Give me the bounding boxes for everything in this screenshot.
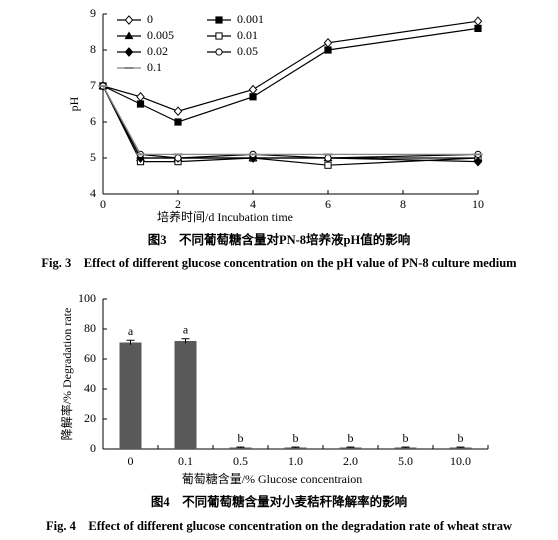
y-tick-label: 100 [78, 291, 96, 305]
significance-label: a [128, 324, 134, 338]
y-tick-label: 20 [84, 411, 96, 425]
bar [284, 447, 307, 449]
legend-label: 0.02 [147, 44, 168, 58]
legend-marker [124, 31, 134, 40]
line [102, 85, 479, 166]
marker [323, 37, 333, 48]
y-tick-label: 7 [90, 78, 96, 92]
line [102, 85, 479, 159]
y-tick-label: 5 [90, 150, 96, 164]
y-tick-label: 40 [84, 381, 96, 395]
bar [174, 341, 197, 449]
legend-label: 0.01 [237, 28, 258, 42]
line [102, 20, 479, 112]
x-tick-label: 10 [472, 197, 484, 211]
y-axis-label: pH [67, 96, 81, 111]
bar [229, 447, 252, 449]
x-tick-label: 5.0 [398, 454, 413, 468]
marker [473, 16, 483, 27]
marker [136, 100, 145, 108]
significance-label: a [183, 323, 189, 337]
y-axis-label: 降解率/% Degradation rate [59, 308, 74, 441]
line [102, 85, 478, 155]
y-tick-label: 6 [90, 114, 96, 128]
bar [119, 342, 142, 449]
legend-marker [215, 32, 223, 40]
bar [394, 447, 417, 449]
x-tick-label: 0.5 [233, 454, 248, 468]
caption: 图4 不同葡萄糖含量对小麦秸秆降解率的影响 [151, 494, 407, 509]
marker [324, 154, 332, 162]
line [102, 27, 479, 123]
legend-marker [215, 48, 223, 56]
x-tick-label: 8 [400, 197, 406, 211]
marker [174, 154, 182, 162]
x-tick-label: 2 [175, 197, 181, 211]
legend-label: 0.005 [147, 28, 174, 42]
significance-label: b [238, 431, 244, 445]
legend-label: 0.1 [147, 60, 162, 74]
y-tick-label: 8 [90, 42, 96, 56]
legend-marker [215, 16, 223, 24]
marker [249, 93, 257, 101]
legend-marker [124, 15, 134, 25]
legend-label: 0.05 [237, 44, 258, 58]
y-tick-label: 0 [90, 441, 96, 455]
legend-marker [124, 47, 134, 57]
significance-label: b [403, 431, 409, 445]
legend-label: 0 [147, 12, 153, 26]
marker [174, 118, 182, 126]
caption: Fig. 3 Effect of different glucose conce… [41, 256, 517, 270]
marker [324, 161, 332, 169]
significance-label: b [458, 431, 464, 445]
x-axis-label: 葡萄糖含量/% Glucose concentraion [182, 471, 363, 486]
y-tick-label: 4 [90, 186, 96, 200]
marker [474, 24, 482, 32]
y-tick-label: 9 [90, 6, 96, 20]
x-tick-label: 10.0 [450, 454, 471, 468]
x-tick-label: 2.0 [343, 454, 358, 468]
significance-label: b [293, 431, 299, 445]
y-tick-label: 80 [84, 321, 96, 335]
marker [173, 106, 183, 117]
x-tick-label: 4 [250, 197, 256, 211]
x-tick-label: 6 [325, 197, 331, 211]
legend-label: 0.001 [237, 12, 264, 26]
x-tick-label: 1.0 [288, 454, 303, 468]
x-tick-label: 0 [100, 197, 106, 211]
marker [136, 91, 145, 102]
x-axis-label: 培养时间/d Incubation time [157, 209, 293, 224]
x-tick-label: 0 [128, 454, 134, 468]
bar [339, 447, 362, 449]
bar [449, 447, 472, 449]
line [102, 85, 479, 163]
x-tick-label: 0.1 [178, 454, 193, 468]
caption: 图3 不同葡萄糖含量对PN-8培养液pH值的影响 [148, 232, 411, 247]
marker [324, 46, 332, 54]
line [102, 85, 478, 159]
caption: Fig. 4 Effect of different glucose conce… [46, 519, 512, 533]
significance-label: b [348, 431, 354, 445]
marker [473, 156, 483, 167]
y-tick-label: 60 [84, 351, 96, 365]
marker [248, 84, 258, 95]
